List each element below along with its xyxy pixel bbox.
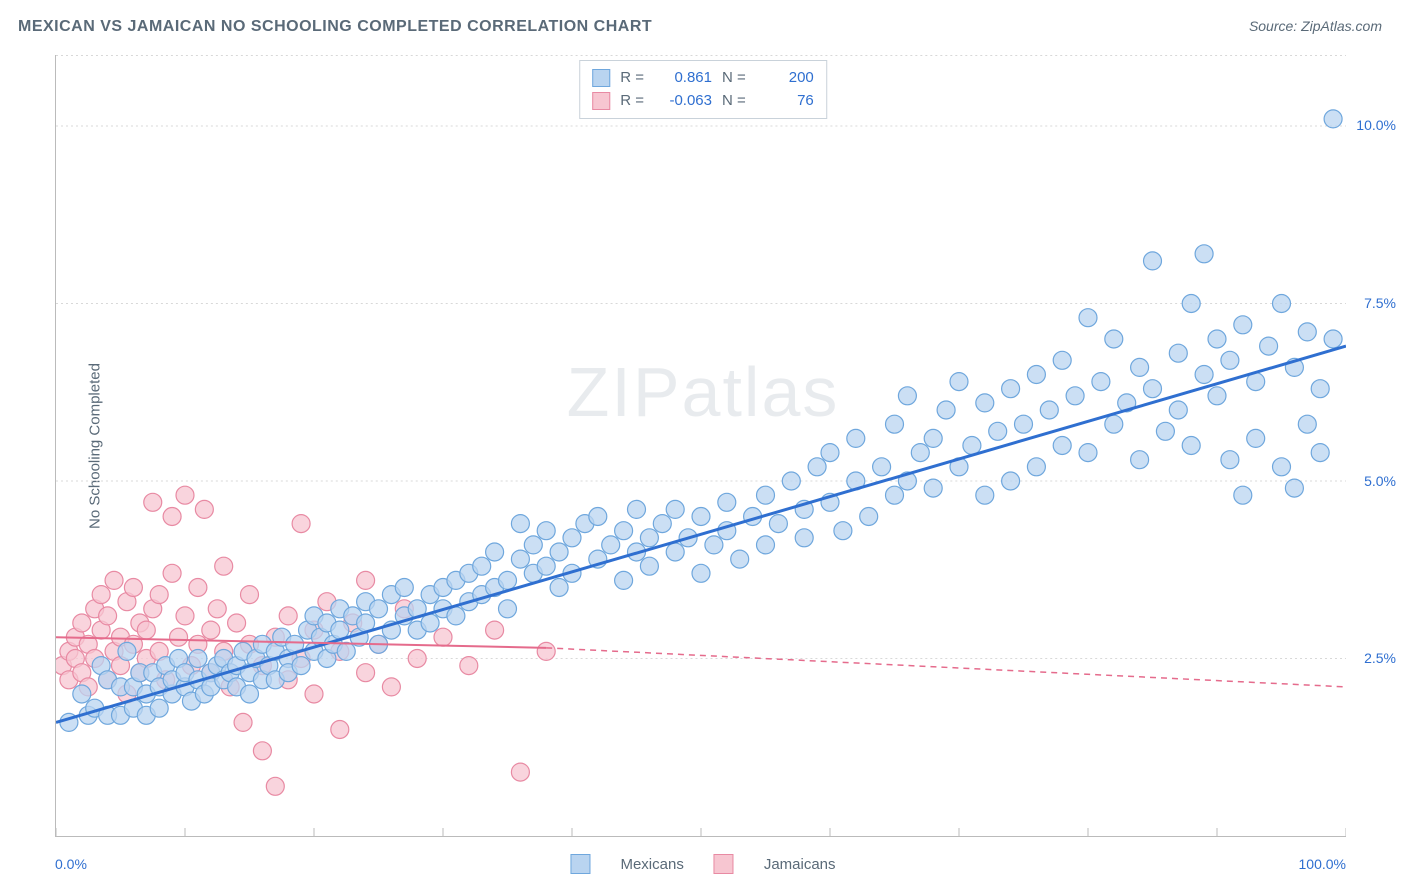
n-label: N = [722,67,746,90]
n-value-series2: 76 [756,90,814,113]
legend-label-2: Jamaicans [764,856,836,873]
legend-swatch-1 [570,854,590,874]
info-row-series1: R = 0.861 N = 200 [592,67,814,90]
source-label: Source: [1249,18,1297,34]
x-axis-max-label: 100.0% [1299,856,1346,872]
r-value-series2: -0.063 [654,90,712,113]
plot-area [55,55,1346,837]
y-tick-label: 2.5% [1364,650,1396,666]
y-tick-label: 10.0% [1356,117,1396,133]
swatch-series2 [592,92,610,110]
legend-swatch-2 [714,854,734,874]
y-tick-label: 5.0% [1364,473,1396,489]
x-axis-min-label: 0.0% [55,856,87,872]
source-attribution: Source: ZipAtlas.com [1249,18,1382,34]
swatch-series1 [592,69,610,87]
n-label: N = [722,90,746,113]
r-label: R = [620,67,644,90]
source-name: ZipAtlas.com [1301,18,1382,34]
info-row-series2: R = -0.063 N = 76 [592,90,814,113]
bottom-legend: Mexicans Jamaicans [570,854,835,874]
correlation-info-box: R = 0.861 N = 200 R = -0.063 N = 76 [579,60,827,119]
r-value-series1: 0.861 [654,67,712,90]
y-tick-label: 7.5% [1364,295,1396,311]
legend-label-1: Mexicans [620,856,683,873]
r-label: R = [620,90,644,113]
n-value-series1: 200 [756,67,814,90]
chart-title: MEXICAN VS JAMAICAN NO SCHOOLING COMPLET… [18,18,652,36]
scatter-chart [56,55,1346,836]
